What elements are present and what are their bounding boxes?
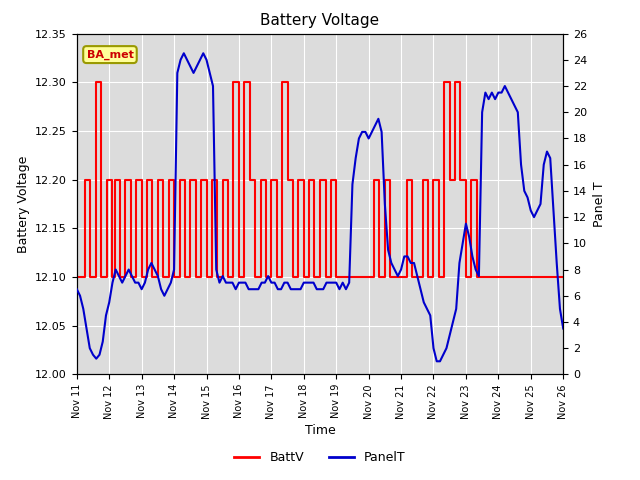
Y-axis label: Panel T: Panel T	[593, 181, 605, 227]
Legend: BattV, PanelT: BattV, PanelT	[229, 446, 411, 469]
Title: Battery Voltage: Battery Voltage	[260, 13, 380, 28]
X-axis label: Time: Time	[305, 424, 335, 437]
Text: BA_met: BA_met	[86, 49, 133, 60]
Y-axis label: Battery Voltage: Battery Voltage	[17, 156, 29, 252]
